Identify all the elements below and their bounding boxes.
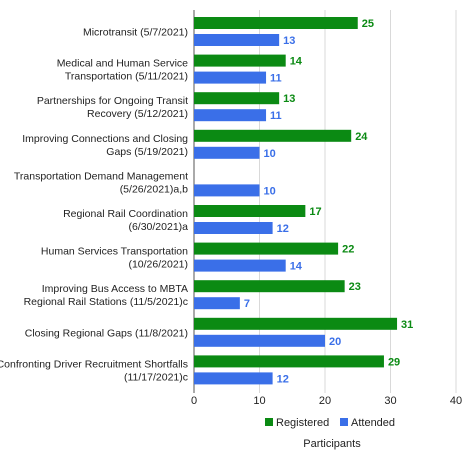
category-label: Partnerships for Ongoing Transit: [37, 95, 188, 107]
bar-registered: [194, 355, 384, 368]
category-label: Improving Bus Access to MBTA: [42, 283, 188, 295]
category-label: Transportation (5/11/2021): [65, 71, 188, 83]
category-label: Recovery (5/12/2021): [87, 108, 188, 120]
legend: Registered Attended: [265, 417, 395, 429]
x-axis-title: Participants: [303, 438, 361, 450]
data-label: 13: [283, 35, 295, 47]
data-label: 14: [290, 261, 303, 273]
data-label: 10: [264, 148, 276, 160]
category-label: Gaps (5/19/2021): [106, 146, 188, 158]
category-label: (11/17/2021)c: [124, 371, 188, 383]
bar-registered: [194, 92, 280, 105]
data-label: 24: [355, 131, 368, 143]
bar-attended: [194, 71, 267, 84]
x-tick-label: 0: [191, 395, 197, 407]
bar-registered: [194, 317, 398, 330]
x-tick-label: 20: [319, 395, 331, 407]
bar-attended: [194, 146, 260, 159]
data-label: 23: [349, 281, 361, 293]
data-label: 22: [342, 244, 354, 256]
data-label: 25: [362, 18, 374, 30]
data-label: 17: [309, 206, 321, 218]
data-label: 13: [283, 93, 295, 105]
x-tick-label: 40: [450, 395, 462, 407]
data-label: 7: [244, 298, 250, 310]
category-label: (5/26/2021)a,b: [120, 183, 188, 195]
category-label: Human Services Transportation: [41, 246, 188, 258]
category-label: Improving Connections and Closing: [22, 133, 188, 145]
category-label: Regional Rail Coordination: [63, 208, 188, 220]
data-label: 11: [270, 110, 282, 122]
bar-attended: [194, 334, 325, 347]
data-label: 31: [401, 319, 413, 331]
bar-attended: [194, 184, 260, 197]
bar-attended: [194, 109, 267, 122]
bar-registered: [194, 280, 345, 293]
category-label: Closing Regional Gaps (11/8/2021): [25, 327, 188, 339]
legend-label-registered: Registered: [276, 417, 329, 429]
data-label: 10: [264, 185, 276, 197]
bar-attended: [194, 222, 273, 234]
bar-attended: [194, 297, 240, 310]
x-tick-label: 30: [384, 395, 396, 407]
x-tick-labels: 0 10 20 30 40: [191, 395, 462, 407]
data-label: 14: [290, 56, 303, 68]
bar-attended: [194, 259, 286, 272]
bar-registered: [194, 54, 286, 67]
data-label: 29: [388, 356, 400, 368]
bar-attended: [194, 372, 273, 385]
legend-label-attended: Attended: [351, 417, 395, 429]
bar-registered: [194, 17, 358, 29]
category-label: (10/26/2021): [128, 259, 188, 271]
category-label: Microtransit (5/7/2021): [83, 27, 188, 39]
data-label: 12: [277, 223, 289, 235]
data-label: 12: [277, 373, 289, 385]
data-label: 20: [329, 336, 341, 348]
x-tick-label: 10: [253, 395, 265, 407]
data-label: 11: [270, 73, 282, 85]
category-label: Regional Rail Stations (11/5/2021)c: [24, 296, 188, 308]
category-label: (6/30/2021)a: [128, 221, 188, 233]
category-label: Transportation Demand Management: [14, 170, 188, 182]
bar-registered: [194, 129, 352, 142]
bar-registered: [194, 242, 339, 255]
category-labels: Microtransit (5/7/2021) Medical and Human…: [0, 27, 188, 384]
category-label: Medical and Human Service: [57, 58, 188, 70]
category-label: Confronting Driver Recruitment Shortfall…: [0, 358, 188, 370]
bar-attended: [194, 34, 280, 46]
bar-registered: [194, 205, 306, 217]
legend-swatch-registered: [265, 418, 273, 426]
legend-swatch-attended: [340, 418, 348, 426]
